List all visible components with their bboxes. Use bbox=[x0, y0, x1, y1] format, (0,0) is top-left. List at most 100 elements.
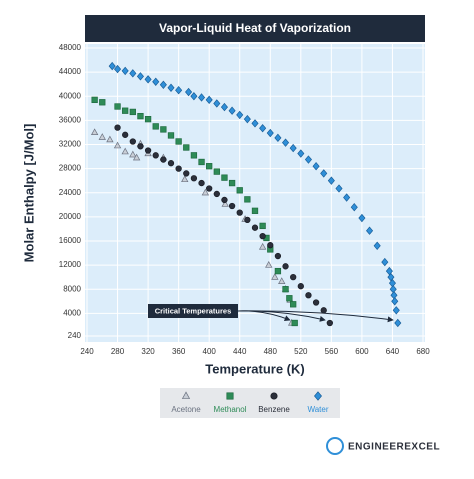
logo: ENGINEEREXCEL bbox=[326, 437, 440, 455]
point bbox=[129, 108, 136, 116]
point bbox=[312, 299, 320, 306]
point bbox=[220, 102, 228, 112]
point bbox=[392, 306, 400, 315]
point bbox=[267, 242, 274, 249]
point bbox=[137, 143, 144, 150]
y-tick-label: 28000 bbox=[59, 164, 82, 173]
point bbox=[206, 163, 213, 170]
point bbox=[198, 179, 205, 187]
legend-label: Methanol bbox=[214, 405, 247, 414]
point bbox=[297, 283, 304, 290]
point bbox=[381, 257, 389, 267]
y-tick-label: 32000 bbox=[59, 140, 82, 149]
point bbox=[144, 75, 152, 84]
point bbox=[335, 184, 343, 193]
point bbox=[243, 114, 251, 124]
point bbox=[259, 222, 266, 230]
point bbox=[183, 170, 190, 177]
point bbox=[358, 213, 366, 223]
point bbox=[304, 155, 312, 164]
x-tick-label: 560 bbox=[325, 347, 339, 356]
point bbox=[320, 307, 327, 314]
point bbox=[251, 224, 259, 231]
point bbox=[394, 318, 402, 328]
point bbox=[167, 160, 175, 167]
point bbox=[175, 138, 182, 145]
y-tick-label: 20000 bbox=[59, 212, 82, 221]
legend-marker bbox=[314, 391, 322, 401]
point bbox=[113, 141, 122, 149]
point bbox=[129, 150, 137, 158]
point bbox=[144, 147, 152, 154]
y-tick-label: 8000 bbox=[63, 284, 81, 293]
point bbox=[291, 319, 298, 327]
legend-marker bbox=[270, 392, 278, 400]
y-tick-label: 12000 bbox=[59, 260, 82, 269]
point bbox=[228, 202, 236, 210]
point bbox=[266, 128, 274, 138]
point bbox=[106, 135, 114, 143]
point bbox=[320, 169, 328, 178]
point bbox=[114, 103, 121, 110]
y-tick-label: 240 bbox=[68, 331, 82, 340]
point bbox=[274, 133, 282, 143]
point bbox=[160, 156, 167, 163]
y-tick-label: 36000 bbox=[59, 115, 82, 124]
point bbox=[221, 174, 228, 181]
point bbox=[152, 77, 160, 86]
x-tick-label: 280 bbox=[111, 347, 125, 356]
point bbox=[91, 96, 98, 104]
point bbox=[289, 143, 297, 153]
point bbox=[198, 93, 206, 102]
point bbox=[282, 138, 290, 147]
point bbox=[129, 69, 137, 78]
point bbox=[350, 203, 358, 212]
x-tick-label: 480 bbox=[264, 347, 278, 356]
point bbox=[129, 138, 136, 145]
x-tick-label: 440 bbox=[233, 347, 247, 356]
point bbox=[122, 107, 129, 114]
legend-marker bbox=[226, 392, 234, 400]
point bbox=[213, 190, 220, 198]
title-bar bbox=[85, 15, 425, 42]
point bbox=[278, 277, 286, 284]
point bbox=[213, 99, 221, 108]
point bbox=[190, 92, 198, 101]
point bbox=[137, 112, 144, 120]
point bbox=[221, 196, 228, 204]
chart-title: Vapor-Liquid Heat of Vaporization bbox=[159, 21, 351, 35]
point bbox=[244, 216, 251, 224]
point bbox=[258, 242, 267, 250]
point bbox=[297, 149, 305, 158]
point bbox=[152, 123, 159, 130]
y-axis-label: Molar Enthalpy [J/Mol] bbox=[21, 124, 36, 263]
footer-logo: ENGINEEREXCEL bbox=[348, 442, 440, 453]
legend-label: Acetone bbox=[171, 405, 201, 414]
point bbox=[343, 193, 351, 202]
point bbox=[98, 133, 106, 140]
point bbox=[175, 165, 182, 172]
y-tick-label: 4000 bbox=[63, 308, 81, 317]
logo-icon bbox=[326, 437, 344, 455]
point bbox=[259, 232, 266, 240]
point bbox=[181, 175, 189, 183]
point bbox=[236, 110, 244, 120]
point bbox=[290, 273, 297, 281]
point bbox=[144, 116, 152, 123]
x-tick-label: 360 bbox=[172, 347, 186, 356]
point bbox=[385, 266, 393, 276]
x-tick-label: 320 bbox=[141, 347, 155, 356]
point bbox=[282, 263, 289, 270]
point bbox=[312, 162, 320, 171]
legend bbox=[160, 388, 340, 418]
point bbox=[373, 241, 381, 250]
legend-label: Water bbox=[307, 405, 328, 414]
x-axis-label: Temperature (K) bbox=[205, 361, 304, 376]
annotation: Critical Temperatures bbox=[155, 306, 232, 315]
point bbox=[274, 252, 282, 260]
point bbox=[251, 119, 259, 128]
point bbox=[236, 187, 243, 194]
point bbox=[244, 196, 251, 203]
point bbox=[305, 292, 312, 299]
